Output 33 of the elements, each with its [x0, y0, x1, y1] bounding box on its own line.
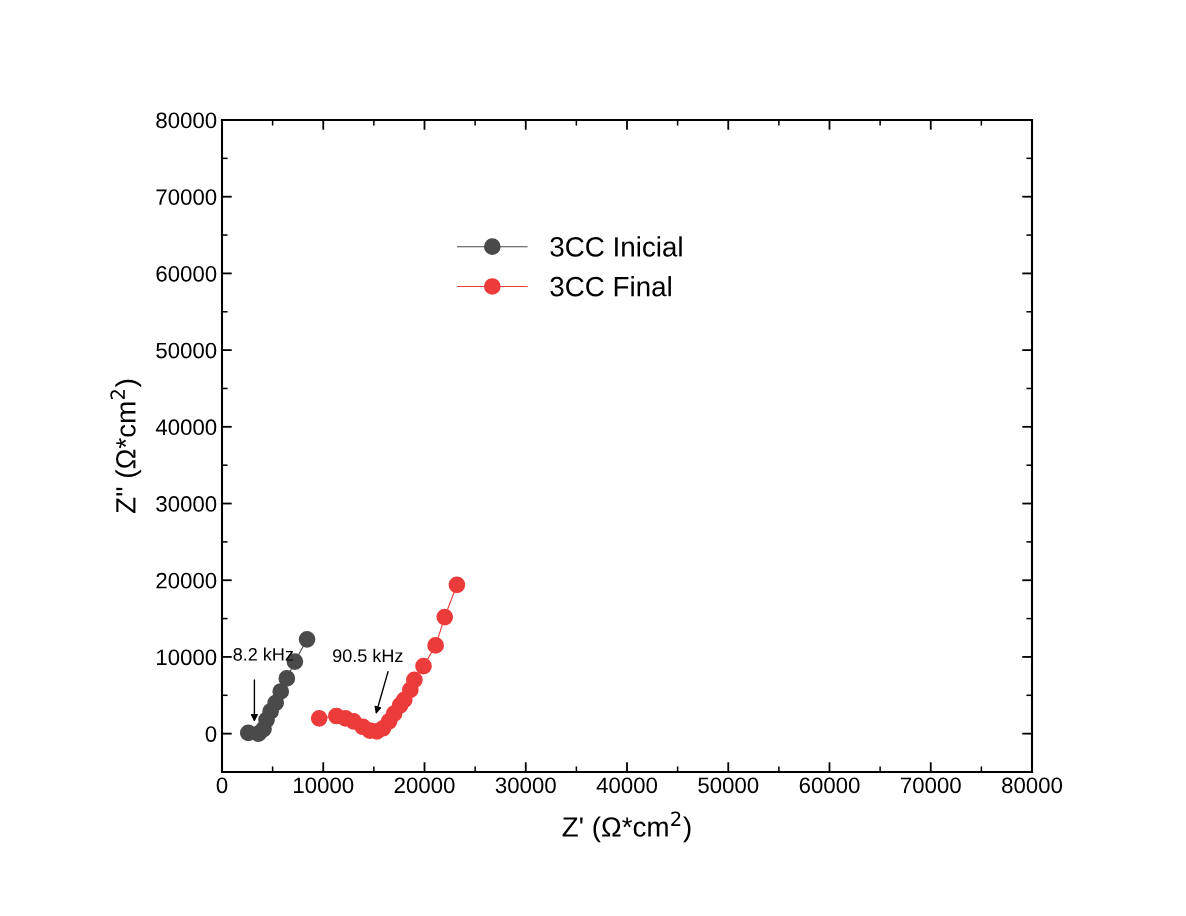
y-tick-label: 70000 [156, 189, 217, 205]
x-tick-label: 60000 [799, 777, 860, 794]
point [310, 709, 328, 727]
y-axis-title: Z'' (Ω*cm$^{2}$) [110, 379, 142, 514]
x-axis-title: Z' (Ω*cm$^{2}$) [562, 811, 691, 843]
x-tick-label: 30000 [495, 777, 556, 794]
point [427, 637, 444, 654]
point [406, 671, 423, 689]
x-tick-label: 50000 [698, 777, 759, 794]
point [448, 576, 466, 594]
point [436, 608, 454, 626]
y-tick-label: 60000 [156, 265, 217, 282]
x-tick-label: 0 [216, 777, 228, 794]
y-tick-label: 0 [205, 726, 217, 742]
point [278, 670, 296, 687]
y-tick-label: 30000 [156, 496, 217, 512]
y-tick-label: 50000 [156, 342, 217, 359]
x-tick-label: 20000 [394, 777, 455, 794]
x-tick-label: 80000 [1002, 777, 1063, 794]
legend-label: 3CC Inicial [550, 236, 682, 257]
annotation: 8.2 kHz [233, 647, 294, 661]
annotation: 90.5 kHz [333, 648, 403, 663]
y-tick-label: 80000 [156, 112, 217, 129]
x-tick-label: 40000 [596, 777, 658, 794]
x-tick-label: 10000 [294, 777, 354, 794]
x-tick-label: 70000 [900, 777, 961, 794]
point [298, 630, 316, 648]
legend-label: 3CC Final [550, 276, 671, 297]
y-tick-label: 10000 [157, 649, 217, 666]
point [415, 657, 432, 675]
y-tick-label: 40000 [155, 419, 217, 436]
point [272, 683, 290, 700]
y-tick-label: 20000 [156, 572, 217, 589]
